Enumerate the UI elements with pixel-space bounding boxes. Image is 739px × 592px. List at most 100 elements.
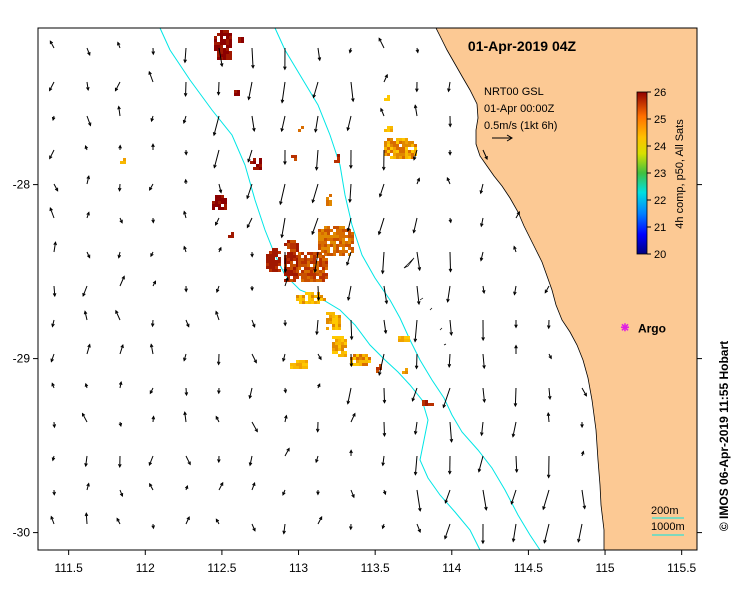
sst-pixel — [296, 295, 299, 298]
sst-pixel — [215, 198, 218, 201]
sst-pixel — [324, 235, 327, 238]
sst-pixel — [304, 264, 307, 267]
sst-pixel — [301, 258, 304, 261]
current-vector — [347, 285, 352, 300]
sst-pixel — [326, 321, 329, 324]
current-vector — [249, 455, 253, 466]
depth-legend-200m: 200m — [651, 505, 679, 517]
current-vector — [279, 183, 286, 205]
current-vector-head — [251, 64, 255, 69]
current-vector-head — [546, 412, 551, 417]
current-vector — [247, 149, 253, 162]
sst-pixel — [304, 261, 307, 264]
sst-pixel — [338, 354, 341, 357]
sst-pixel — [322, 270, 325, 273]
current-vector-head — [378, 193, 383, 198]
sst-pixel — [336, 229, 339, 232]
current-vector-head — [215, 518, 220, 523]
current-vector — [383, 387, 386, 403]
sst-pixel — [310, 267, 313, 270]
sst-pixel — [223, 33, 226, 36]
current-vector — [248, 81, 253, 100]
current-vector — [185, 455, 191, 465]
sst-pixel — [365, 363, 368, 366]
sst-pixel — [396, 156, 399, 159]
sst-pixel — [220, 51, 223, 54]
sst-pixel — [384, 147, 387, 150]
sst-pixel — [342, 247, 345, 250]
sst-pixel — [399, 138, 402, 141]
current-vector-head — [313, 268, 318, 274]
sst-pixel — [405, 144, 408, 147]
sst-pixel — [223, 48, 226, 51]
sst-pixel — [217, 48, 220, 51]
current-vector-head — [580, 450, 585, 455]
sst-pixel — [226, 54, 229, 57]
current-vector-head — [416, 300, 421, 306]
current-vector — [414, 421, 418, 434]
sst-pixel — [313, 264, 316, 267]
sst-pixel — [333, 232, 336, 235]
current-vector-head — [183, 245, 187, 250]
sst-pixel — [336, 250, 339, 253]
sst-pixel — [287, 273, 290, 276]
sst-pixel — [338, 318, 341, 321]
sst-pixel — [351, 247, 354, 250]
sst-pixel — [399, 141, 402, 144]
current-vector-head — [447, 470, 452, 475]
sst-pixel — [332, 327, 335, 330]
sst-pixel — [359, 363, 362, 366]
credit-text: © IMOS 06-Apr-2019 11:55 Hobart — [717, 341, 731, 531]
sst-pixel — [296, 264, 299, 267]
sst-pixel — [368, 357, 371, 360]
sst-pixel — [298, 273, 301, 276]
sst-pixel — [332, 321, 335, 324]
sst-pixel — [341, 348, 344, 351]
sst-pixel — [287, 261, 290, 264]
sst-pixel — [332, 312, 335, 315]
sst-pixel — [220, 36, 223, 39]
current-vector-head — [314, 128, 318, 133]
sst-pixel — [351, 250, 354, 253]
sst-pixel — [293, 240, 296, 243]
sst-pixel — [290, 258, 293, 261]
current-vector-head — [480, 432, 484, 437]
sst-pixel — [293, 258, 296, 261]
sst-pixel — [336, 238, 339, 241]
current-vector — [350, 81, 354, 102]
sst-pixel — [330, 241, 333, 244]
sst-pixel — [302, 366, 305, 369]
current-vector — [510, 489, 517, 505]
current-vector — [347, 387, 352, 404]
current-vector-head — [186, 323, 190, 328]
current-vector — [416, 489, 421, 511]
sst-pixel — [290, 366, 293, 369]
sst-pixel — [390, 129, 393, 132]
sst-pixel — [298, 264, 301, 267]
sst-pixel — [311, 292, 314, 295]
sst-pixel — [290, 267, 293, 270]
sst-pixel — [314, 295, 317, 298]
current-vector-head — [548, 355, 552, 360]
current-vector-head — [577, 538, 581, 543]
sst-pixel — [229, 42, 232, 45]
sst-pixel — [402, 147, 405, 150]
sst-pixel — [299, 363, 302, 366]
sst-pixel — [293, 252, 296, 255]
sst-pixel — [229, 36, 232, 39]
sst-pixel — [384, 153, 387, 156]
current-vector-head — [183, 357, 187, 362]
sst-pixel — [414, 147, 417, 150]
current-vector-head — [516, 211, 520, 216]
sst-pixel — [231, 232, 234, 235]
sst-pixel — [287, 258, 290, 261]
sst-pixel — [308, 298, 311, 301]
sst-pixel — [298, 267, 301, 270]
sst-pixel — [310, 252, 313, 255]
sst-pixel — [428, 403, 431, 406]
current-vector-head — [282, 530, 286, 535]
sst-pixel — [324, 232, 327, 235]
sst-pixel — [224, 207, 227, 210]
sst-pixel — [359, 357, 362, 360]
